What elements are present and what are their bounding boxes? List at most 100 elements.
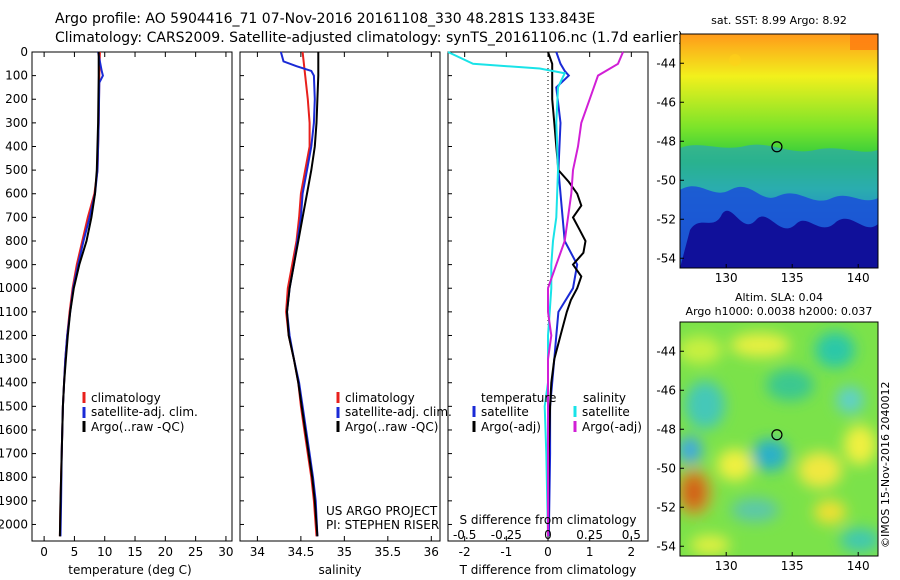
legend-label-temp-satellite: satellite	[481, 405, 529, 419]
project-annotation: US ARGO PROJECT	[326, 504, 438, 518]
salinity-lines	[279, 51, 320, 537]
y-tick-label: 1800	[0, 470, 28, 484]
pi-annotation: PI: STEPHEN RISER	[326, 518, 439, 532]
x-tick-label: 34.5	[288, 545, 315, 559]
sst-map-panel: sat. SST: 8.99 Argo: 8.92 130 135 140 -44 -4…	[656, 14, 879, 285]
x-tick-label: 34	[250, 545, 265, 559]
y-tick-label: 1000	[0, 281, 28, 295]
salinity-legend: climatology satellite-adj. clim. Argo(..…	[336, 391, 452, 434]
salinity-tick-label: 0.5	[622, 528, 641, 542]
legend-label-sal-argo: Argo(-adj)	[582, 420, 642, 434]
x-tick-label: 25	[188, 545, 203, 559]
series-line	[547, 51, 624, 537]
legend-title-salinity: salinity	[583, 391, 626, 405]
y-tick-label: 0	[20, 45, 28, 59]
y-tick-label: -54	[656, 539, 676, 553]
legend-label-temp-argo: Argo(-adj)	[481, 420, 541, 434]
imos-watermark: ©IMOS 15-Nov-2016 2040012	[879, 382, 892, 548]
argo-float-marker	[771, 141, 783, 153]
x-tick-label: 0	[40, 545, 48, 559]
y-tick-label: 100	[5, 69, 28, 83]
temperature-legend: climatology satellite-adj. clim. Argo(..…	[82, 391, 198, 434]
x-tick-label: 140	[847, 559, 870, 573]
y-tick-label: -48	[656, 134, 676, 148]
y-tick-label: -44	[656, 344, 676, 358]
y-tick-label: -52	[656, 500, 676, 514]
x-tick-label: 2	[628, 545, 636, 559]
legend-label-climatology: climatology	[91, 391, 161, 405]
salinity-xlabel: salinity	[318, 563, 361, 577]
x-tick-label: -2	[459, 545, 471, 559]
x-tick-label: 36	[424, 545, 439, 559]
legend-title-temperature: temperature	[481, 391, 556, 405]
y-tick-label: 1300	[0, 352, 28, 366]
temperature-plot-frame	[31, 51, 233, 542]
sst-map-ticks: 130 135 140 -44 -46 -48 -50 -52 -54	[656, 56, 869, 285]
x-tick-label: 20	[158, 545, 173, 559]
salinity-tick-label: 0	[544, 528, 552, 542]
x-tick-label: 130	[715, 559, 738, 573]
temperature-panel: 0 5 10 15 20 25 300100200300400500600700800900…	[0, 45, 234, 577]
difference-panel: -2 -1 0 1 2 T difference from climatology S …	[447, 51, 649, 577]
series-line	[58, 51, 101, 537]
y-tick-label: -54	[656, 251, 676, 265]
sst-map-title: sat. SST: 8.99 Argo: 8.92	[711, 14, 847, 27]
y-tick-label: -46	[656, 95, 676, 109]
argo-float-marker	[771, 429, 783, 441]
x-tick-label: 35	[337, 545, 352, 559]
x-tick-label: 5	[71, 545, 79, 559]
y-tick-label: 1200	[0, 328, 28, 342]
legend-label-argo: Argo(..raw -QC)	[345, 420, 438, 434]
y-tick-label: -48	[656, 422, 676, 436]
temperature-ticks: 0 5 10 15 20 25 300100200300400500600700800900…	[0, 45, 234, 559]
y-tick-label: 400	[5, 139, 28, 153]
sla-map-title: Altim. SLA: 0.04	[735, 291, 823, 304]
sla-map-ticks: 130 135 140 -44 -46 -48 -50 -52 -54	[656, 344, 869, 573]
salinity-plot-frame	[239, 51, 441, 542]
salinity-ticks: 34 34.5 35 35.5 36	[240, 51, 439, 559]
y-tick-label: 2000	[0, 517, 28, 531]
legend-label-sal-satellite: satellite	[582, 405, 630, 419]
x-tick-label: 15	[127, 545, 142, 559]
sst-map-frame	[679, 33, 879, 269]
x-tick-label: 135	[781, 271, 804, 285]
y-tick-label: 200	[5, 92, 28, 106]
legend-label-climatology: climatology	[345, 391, 415, 405]
difference-legend: temperature salinity satellite Argo(-adj…	[472, 391, 642, 434]
header-line-2: Climatology: CARS2009. Satellite-adjuste…	[55, 30, 683, 46]
temperature-lines	[58, 51, 104, 537]
salinity-tick-label: -0.5	[453, 528, 476, 542]
sst-map-image	[680, 34, 878, 268]
y-tick-label: 600	[5, 187, 28, 201]
x-tick-label: 10	[97, 545, 112, 559]
y-tick-label: 300	[5, 116, 28, 130]
salinity-panel: 34 34.5 35 35.5 36 salinity climatology sate…	[239, 51, 452, 577]
x-tick-label: 1	[586, 545, 594, 559]
difference-lines	[447, 51, 624, 537]
sla-map-image	[680, 322, 878, 556]
series-line	[547, 51, 587, 537]
x-tick-label: 135	[781, 559, 804, 573]
y-tick-label: 900	[5, 258, 28, 272]
y-tick-label: -50	[656, 173, 676, 187]
x-tick-label: 0	[544, 545, 552, 559]
difference-xlabel-salinity: S difference from climatology	[460, 513, 637, 527]
y-tick-label: 500	[5, 163, 28, 177]
sla-map-subtitle: Argo h1000: 0.0038 h2000: 0.037	[686, 305, 873, 318]
salinity-tick-labels: -0.5 -0.25 0 0.25 0.5	[453, 528, 641, 542]
difference-ticks: -2 -1 0 1 2	[448, 51, 636, 559]
y-tick-label: 800	[5, 234, 28, 248]
x-tick-label: -1	[500, 545, 512, 559]
legend-label-satellite: satellite-adj. clim.	[91, 405, 198, 419]
y-tick-label: 1500	[0, 399, 28, 413]
y-tick-label: -52	[656, 212, 676, 226]
series-line	[59, 51, 104, 537]
y-tick-label: -44	[656, 56, 676, 70]
x-tick-label: 140	[847, 271, 870, 285]
y-tick-label: -50	[656, 461, 676, 475]
salinity-tick-label: -0.25	[491, 528, 522, 542]
sla-map-panel: Altim. SLA: 0.04 Argo h1000: 0.0038 h200…	[656, 291, 879, 573]
y-tick-label: 1100	[0, 305, 28, 319]
sla-map-frame	[679, 321, 879, 557]
